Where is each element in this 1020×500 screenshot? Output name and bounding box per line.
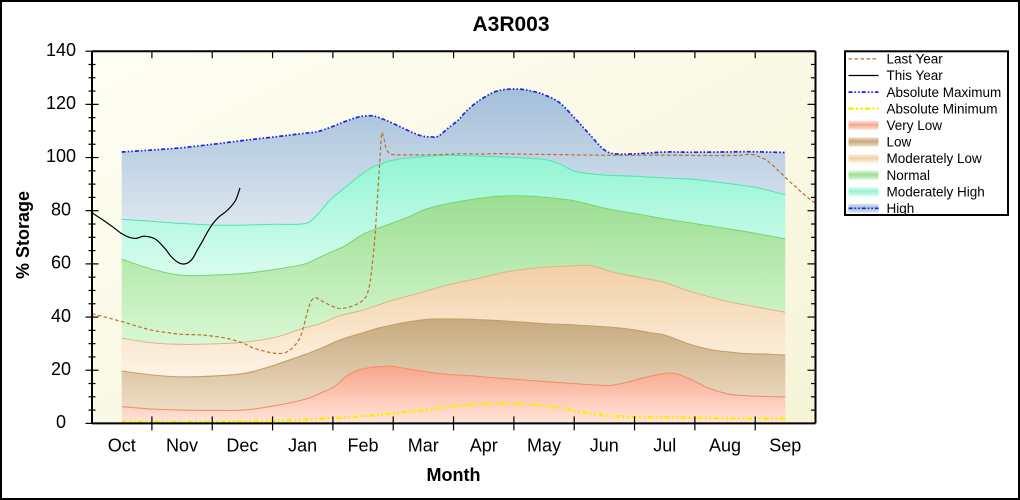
svg-text:Apr: Apr xyxy=(470,435,498,455)
svg-text:May: May xyxy=(527,435,561,455)
svg-text:0: 0 xyxy=(56,412,66,432)
svg-text:Aug: Aug xyxy=(709,435,741,455)
svg-text:Very Low: Very Low xyxy=(887,118,943,133)
svg-text:120: 120 xyxy=(46,93,76,113)
svg-text:High: High xyxy=(887,201,915,216)
svg-text:A3R003: A3R003 xyxy=(472,13,549,36)
svg-text:Absolute Minimum: Absolute Minimum xyxy=(887,101,998,116)
svg-text:80: 80 xyxy=(51,199,71,219)
svg-text:Nov: Nov xyxy=(166,435,198,455)
svg-text:This Year: This Year xyxy=(887,68,944,83)
svg-text:Month: Month xyxy=(427,465,481,485)
svg-text:Low: Low xyxy=(887,135,912,150)
svg-text:Absolute Maximum: Absolute Maximum xyxy=(887,85,1002,100)
svg-text:140: 140 xyxy=(46,40,76,60)
svg-text:Normal: Normal xyxy=(887,168,931,183)
svg-text:Jul: Jul xyxy=(653,435,676,455)
svg-text:Sep: Sep xyxy=(769,435,801,455)
svg-text:Jan: Jan xyxy=(288,435,317,455)
svg-text:Last Year: Last Year xyxy=(887,52,944,67)
svg-text:Mar: Mar xyxy=(408,435,439,455)
svg-text:% Storage: % Storage xyxy=(13,191,33,279)
svg-text:20: 20 xyxy=(51,359,71,379)
svg-text:60: 60 xyxy=(51,253,71,273)
svg-text:100: 100 xyxy=(46,146,76,166)
svg-text:Moderately High: Moderately High xyxy=(887,184,985,199)
svg-text:Oct: Oct xyxy=(108,435,136,455)
svg-text:40: 40 xyxy=(51,306,71,326)
svg-text:Dec: Dec xyxy=(226,435,258,455)
svg-text:Feb: Feb xyxy=(347,435,378,455)
svg-text:Moderately Low: Moderately Low xyxy=(887,151,983,166)
svg-text:Jun: Jun xyxy=(590,435,619,455)
